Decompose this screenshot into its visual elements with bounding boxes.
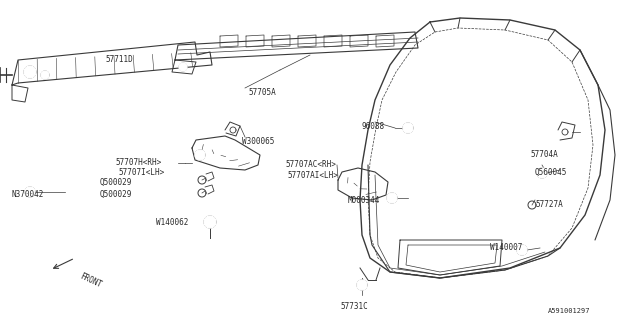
Polygon shape xyxy=(517,245,527,255)
Polygon shape xyxy=(357,280,367,290)
Text: 57707AC<RH>: 57707AC<RH> xyxy=(285,160,336,169)
Text: 57704A: 57704A xyxy=(530,150,557,159)
Polygon shape xyxy=(195,150,205,160)
Text: W300065: W300065 xyxy=(242,137,275,146)
Text: Q500029: Q500029 xyxy=(100,178,132,187)
Polygon shape xyxy=(403,123,413,133)
Text: FRONT: FRONT xyxy=(78,272,103,290)
Text: 57705A: 57705A xyxy=(248,88,276,97)
Polygon shape xyxy=(537,168,547,178)
Text: A591001297: A591001297 xyxy=(548,308,591,314)
Text: N370042: N370042 xyxy=(12,190,44,199)
Text: W140007: W140007 xyxy=(490,243,522,252)
Polygon shape xyxy=(41,71,49,79)
Polygon shape xyxy=(24,66,36,78)
Text: M000344: M000344 xyxy=(348,196,380,205)
Polygon shape xyxy=(25,187,35,197)
Text: 96088: 96088 xyxy=(362,122,385,131)
Text: 57707H<RH>: 57707H<RH> xyxy=(115,158,161,167)
Text: 57727A: 57727A xyxy=(535,200,563,209)
Polygon shape xyxy=(179,63,187,71)
Polygon shape xyxy=(387,193,397,203)
Text: 57707I<LH>: 57707I<LH> xyxy=(118,168,164,177)
Text: 57731C: 57731C xyxy=(340,302,368,311)
Text: W140062: W140062 xyxy=(156,218,188,227)
Text: 57711D: 57711D xyxy=(105,55,132,64)
Text: Q560045: Q560045 xyxy=(535,168,568,177)
Text: 57707AI<LH>: 57707AI<LH> xyxy=(287,171,338,180)
Text: Q500029: Q500029 xyxy=(100,190,132,199)
Polygon shape xyxy=(204,216,216,228)
